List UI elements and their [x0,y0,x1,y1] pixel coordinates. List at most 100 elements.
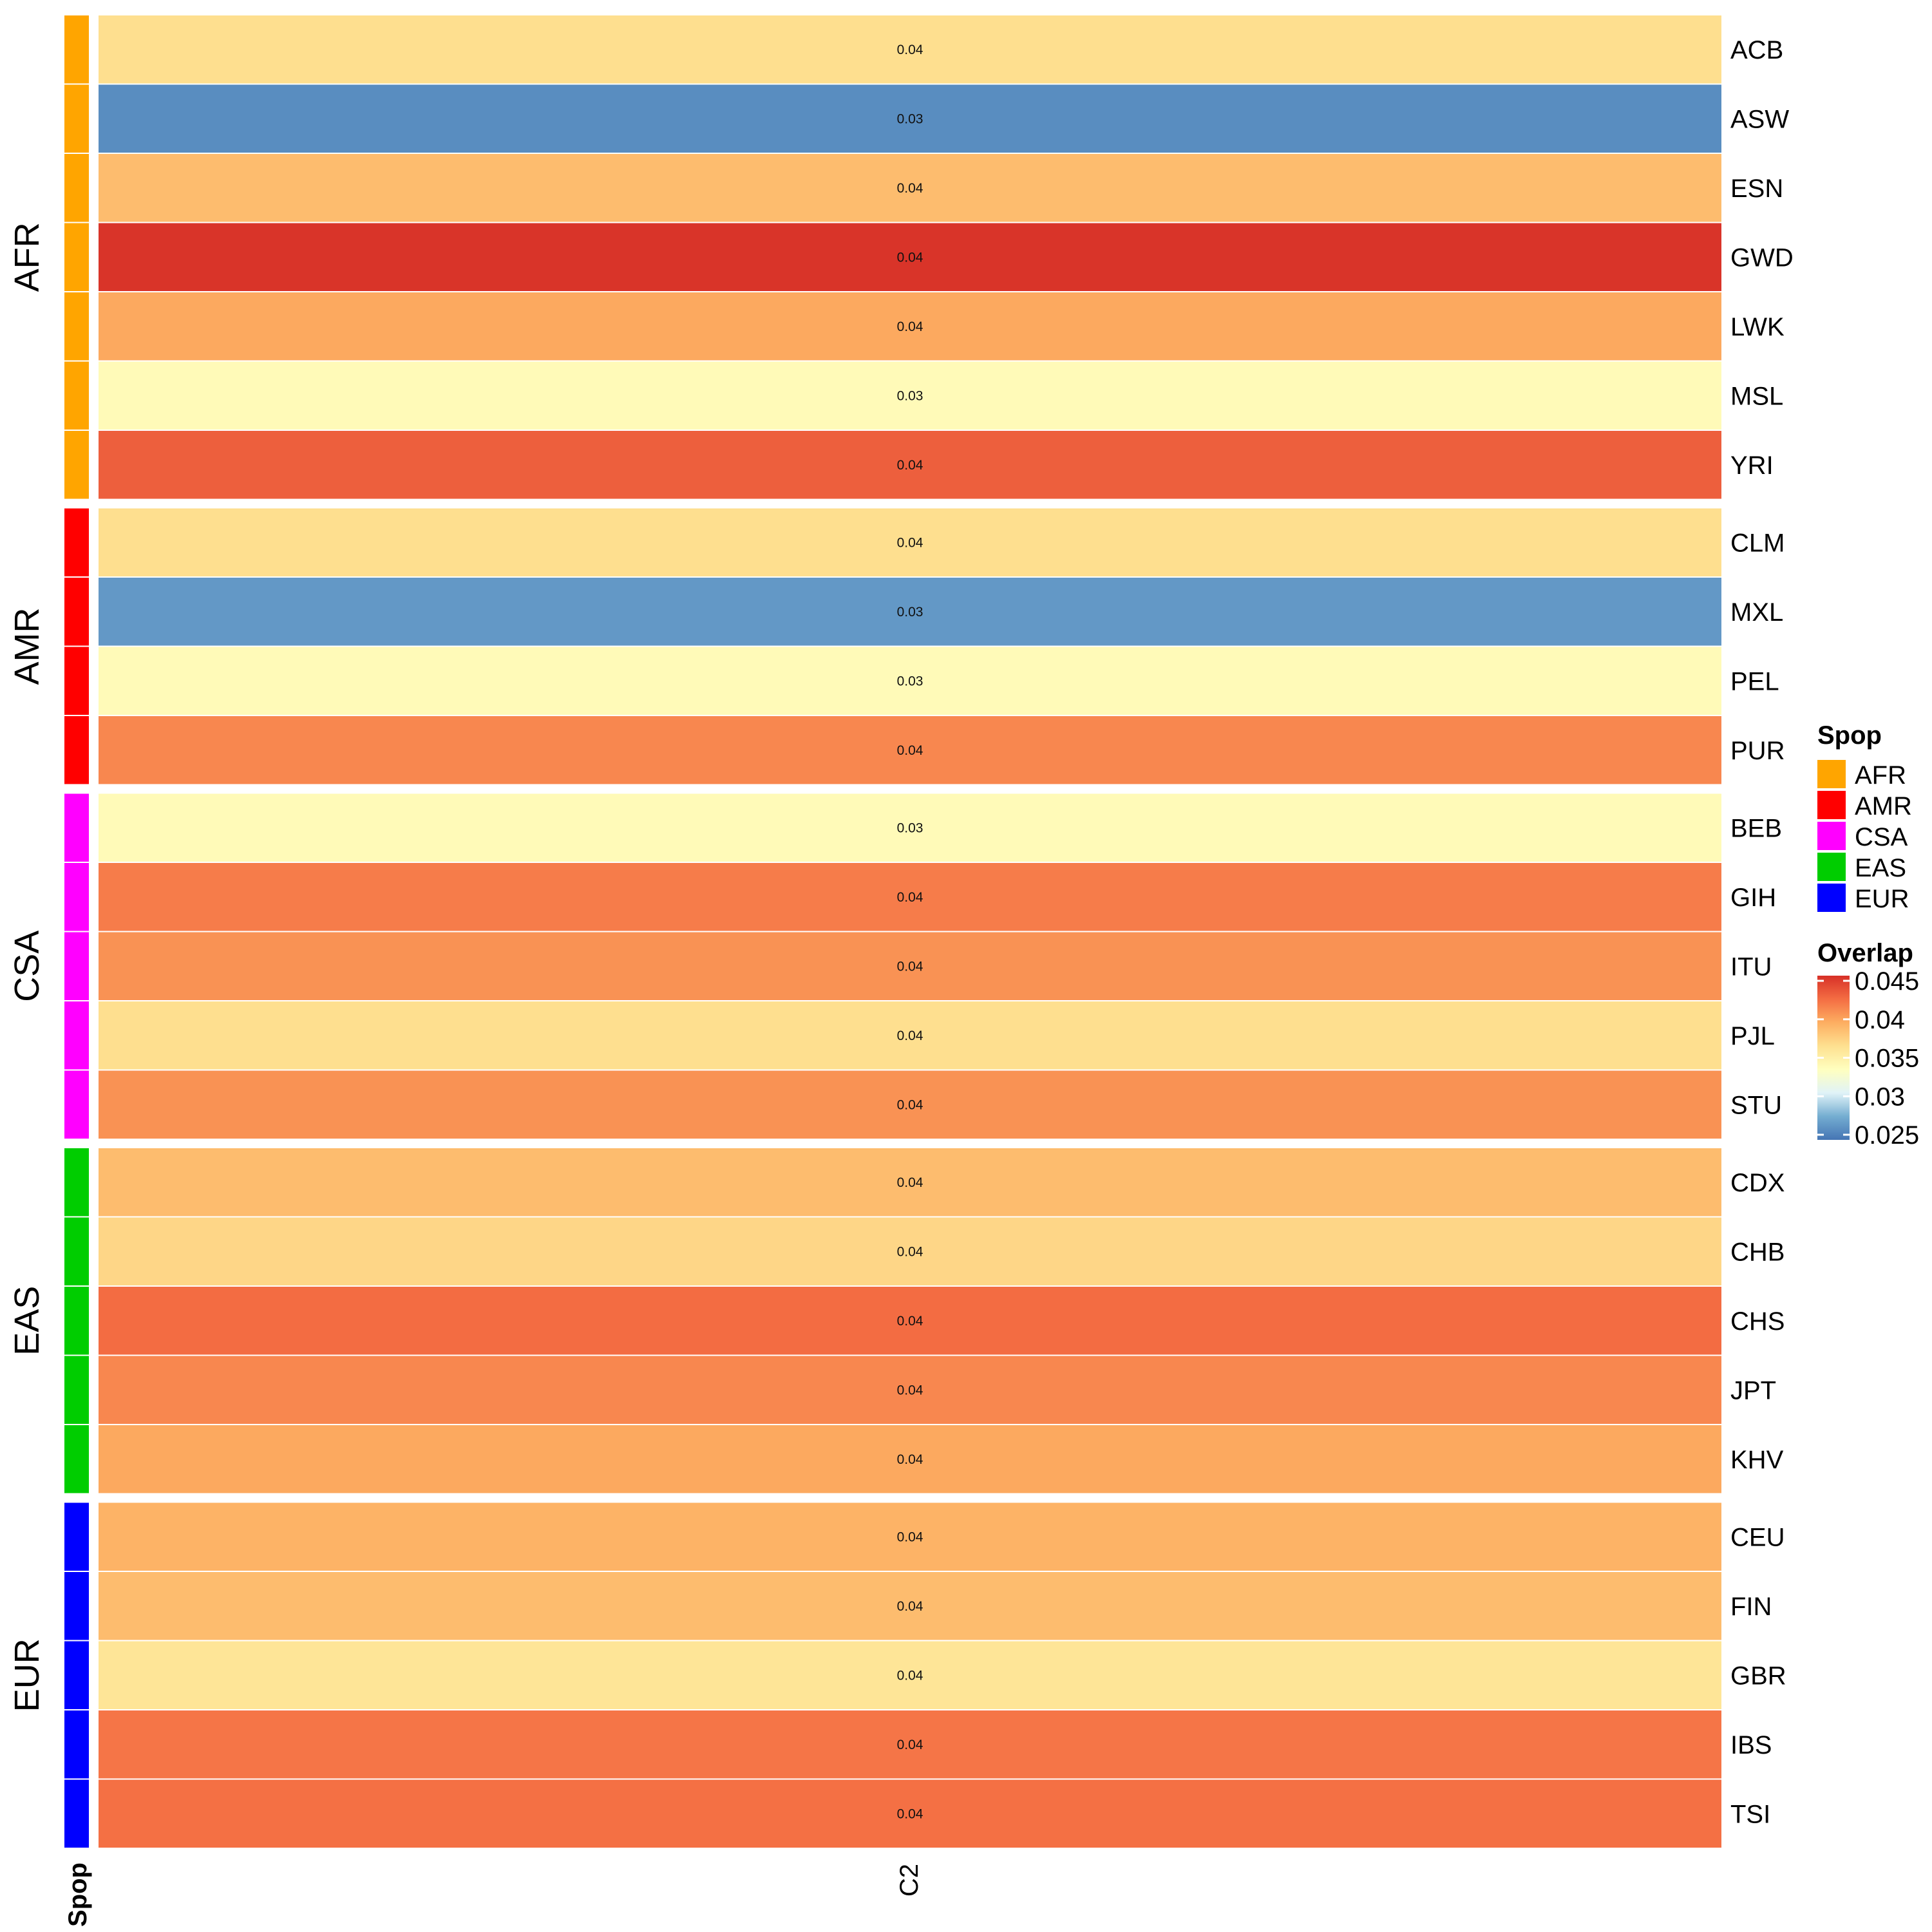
row-group-label: CSA [8,931,46,1002]
annotation-cell [64,361,89,430]
annotation-cell [64,1287,89,1355]
row-label: ASW [1730,105,1789,133]
heatmap-cell-labels: 0.04 0.03 0.04 0.04 0.04 0.03 0.04 0.04 0.03 0.03… [897,43,923,1822]
row-group-labels: AFR AMR CSA EAS EUR [8,222,46,1712]
cell-value-label: 0.04 [897,1599,923,1614]
heatmap-cell [99,1425,1721,1493]
row-label: STU [1730,1091,1782,1119]
cell-value-label: 0.04 [897,1097,923,1112]
cell-value-label: 0.04 [897,1738,923,1752]
annotation-cell [64,1641,89,1709]
heatmap-cell [99,647,1721,715]
row-label: CEU [1730,1523,1785,1551]
colorbar-tick-label: 0.045 [1855,967,1919,996]
colorbar-tick-label: 0.03 [1855,1083,1905,1111]
row-label: CHB [1730,1238,1785,1266]
heatmap-cell [99,431,1721,499]
annotation-cell [64,1502,89,1571]
cell-value-label: 0.04 [897,319,923,334]
heatmap-cell [99,932,1721,1000]
row-label: CHS [1730,1307,1785,1336]
cell-value-label: 0.04 [897,535,923,550]
column-label: C2 [895,1864,923,1897]
spop-legend-label: EUR [1855,885,1909,913]
cell-value-label: 0.03 [897,388,923,403]
row-label: JPT [1730,1376,1776,1405]
heatmap-cell [99,292,1721,361]
cell-value-label: 0.04 [897,890,923,905]
annotation-cell [64,508,89,576]
spop-annotation-column [64,15,89,1848]
row-label: ITU [1730,952,1772,981]
cell-value-label: 0.04 [897,1175,923,1190]
cell-value-label: 0.03 [897,820,923,835]
spop-legend-label: AMR [1855,792,1912,820]
cell-value-label: 0.03 [897,605,923,620]
colorbar-tick-label: 0.025 [1855,1121,1919,1150]
heatmap-cell [99,223,1721,291]
row-label: PEL [1730,667,1779,696]
row-label: LWK [1730,313,1785,341]
row-label: MSL [1730,382,1783,410]
overlap-legend-title: Overlap [1817,939,1913,967]
heatmap-cell [99,84,1721,153]
row-label: CLM [1730,529,1785,557]
annotation-cell [64,1710,89,1779]
annotation-cell [64,15,89,84]
annotation-cell [64,578,89,646]
spop-legend-swatch [1817,791,1846,819]
heatmap-cell [99,1070,1721,1139]
annotation-cell [64,1779,89,1848]
heatmap-cell [99,508,1721,576]
annotation-cell [64,223,89,291]
spop-legend-label: EAS [1855,854,1906,882]
cell-value-label: 0.04 [897,250,923,265]
row-label: TSI [1730,1800,1770,1828]
heatmap-cell [99,578,1721,646]
heatmap-cell [99,361,1721,430]
cell-value-label: 0.04 [897,1452,923,1467]
row-group-label: AMR [8,608,46,685]
heatmap-cell [99,1502,1721,1571]
cell-value-label: 0.03 [897,111,923,126]
heatmap-cell [99,1356,1721,1424]
annotation-cell [64,84,89,153]
cell-value-label: 0.04 [897,1028,923,1043]
heatmap-cell [99,1001,1721,1070]
row-label: PUR [1730,737,1785,765]
cell-value-label: 0.04 [897,1244,923,1259]
spop-legend-title: Spop [1817,721,1882,750]
spop-legend-label: CSA [1855,823,1908,851]
cell-value-label: 0.04 [897,959,923,974]
cell-value-label: 0.04 [897,1668,923,1683]
annotation-cell [64,1070,89,1139]
spop-legend-swatch [1817,822,1846,850]
cell-value-label: 0.04 [897,1383,923,1397]
row-label: GBR [1730,1662,1786,1690]
row-label: PJL [1730,1022,1775,1050]
heatmap-cell [99,1217,1721,1285]
annotation-cell [64,1148,89,1217]
annotation-cell [64,1425,89,1493]
heatmap-cell [99,716,1721,784]
annotation-cell [64,1001,89,1070]
row-group-label: EUR [8,1638,46,1712]
heatmap-cell [99,1287,1721,1355]
heatmap-cell [99,1779,1721,1848]
cell-value-label: 0.03 [897,674,923,688]
heatmap-cell [99,154,1721,222]
spop-legend-swatch [1817,853,1846,881]
annotation-cell [64,1217,89,1285]
heatmap-cell [99,863,1721,931]
annotation-cell [64,431,89,499]
annotation-cell [64,292,89,361]
heatmap-cell [99,1572,1721,1640]
cell-value-label: 0.04 [897,1314,923,1329]
spop-legend-label: AFR [1855,761,1906,790]
spop-legend-swatch [1817,760,1846,788]
colorbar-tick-label: 0.04 [1855,1006,1905,1034]
annotation-cell [64,1356,89,1424]
row-label: GWD [1730,243,1794,272]
